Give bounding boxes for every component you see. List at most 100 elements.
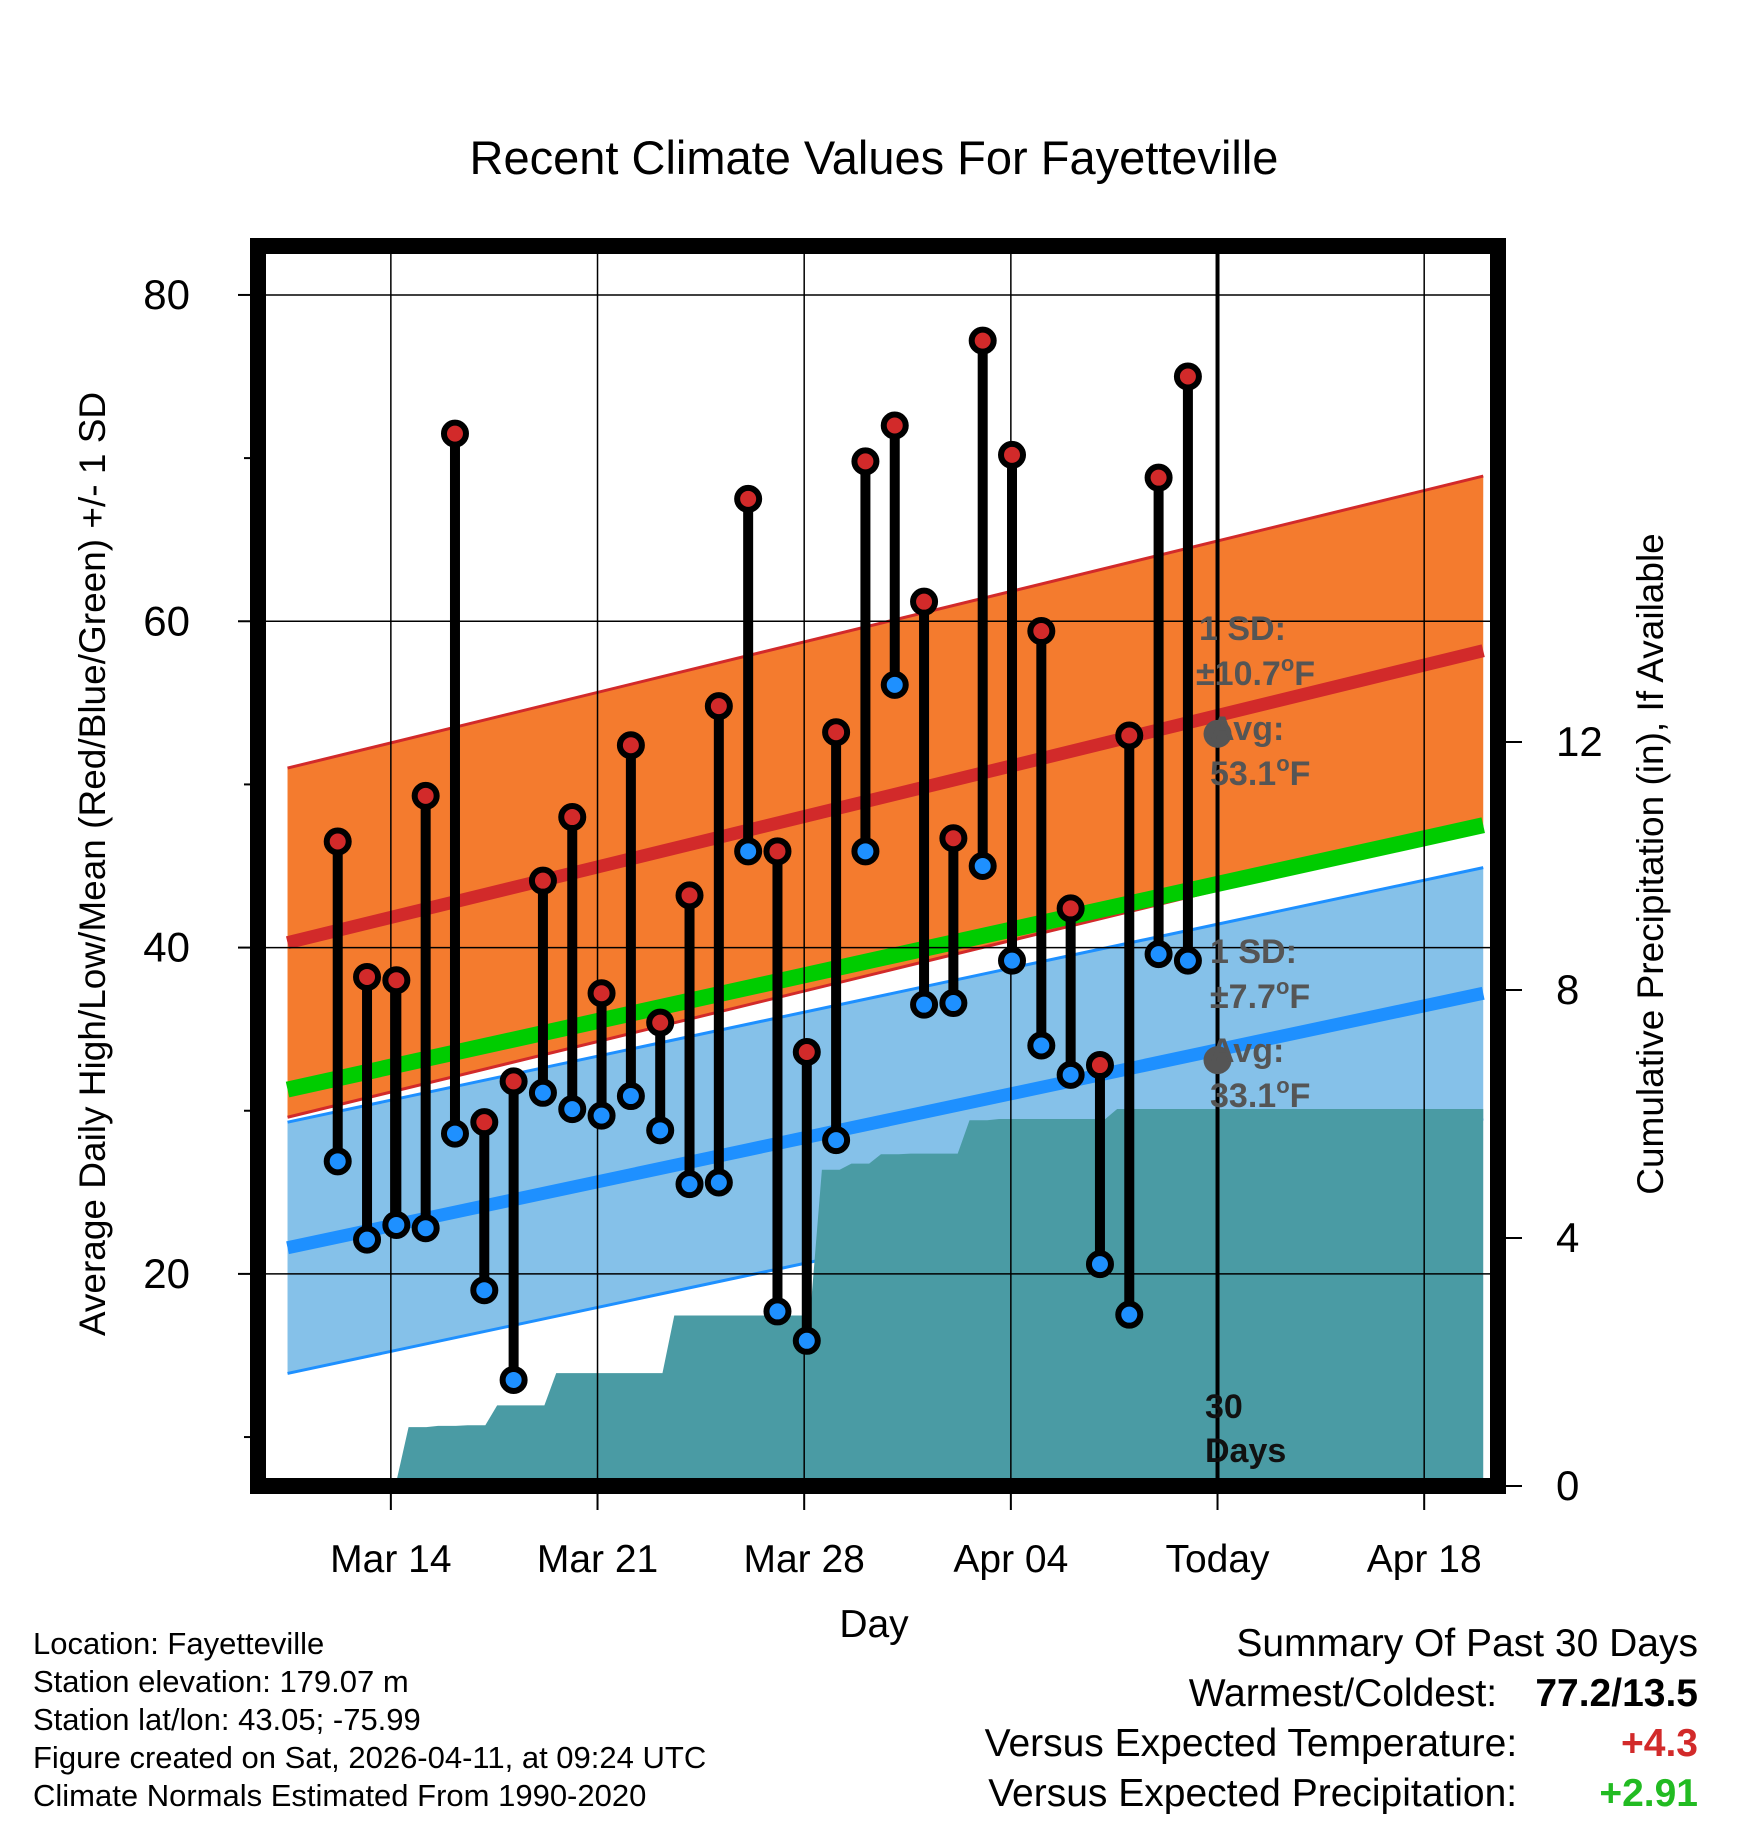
high-avg-number: 53.1 <box>1210 755 1276 793</box>
low-point <box>704 1168 733 1197</box>
low-point <box>734 837 763 866</box>
low-avg-number: 33.1 <box>1210 1077 1276 1115</box>
degree-symbol: o <box>1276 974 1289 999</box>
station-elevation: Station elevation: 179.07 m <box>33 1664 409 1699</box>
y2-tick-label: 4 <box>1556 1214 1579 1261</box>
climate-normals: Climate Normals Estimated From 1990-2020 <box>33 1778 647 1813</box>
y2-tick-label: 0 <box>1556 1462 1579 1509</box>
days-word: Days <box>1205 1432 1286 1470</box>
high-point <box>558 803 587 832</box>
low-point <box>470 1276 499 1305</box>
degree-symbol: o <box>1276 751 1289 776</box>
low-point <box>646 1116 675 1145</box>
chart-title: Recent Climate Values For Fayetteville <box>470 131 1279 184</box>
low-sd-label: 1 SD: <box>1210 933 1297 971</box>
high-point <box>528 866 557 895</box>
low-point <box>822 1126 851 1155</box>
y-tick-label: 60 <box>143 597 190 644</box>
high-point <box>792 1038 821 1066</box>
high-point <box>470 1108 499 1137</box>
unit-f: F <box>1290 755 1311 793</box>
high-point <box>382 966 411 995</box>
plot-frame <box>250 238 1506 1494</box>
station-location: Location: Fayetteville <box>33 1626 325 1661</box>
high-point <box>646 1008 675 1037</box>
high-point <box>1173 362 1202 391</box>
unit-f: F <box>1289 978 1310 1016</box>
precipitation-value: +2.91 <box>1599 1772 1698 1815</box>
low-point <box>1056 1060 1085 1089</box>
low-avg-value: 33.1oF <box>1210 1073 1310 1115</box>
low-point <box>880 670 909 699</box>
x-tick-label: Apr 18 <box>1367 1538 1482 1581</box>
temperature-row: Versus Expected Temperature: +4.3 <box>985 1722 1698 1766</box>
high-sd-label: 1 SD: <box>1199 610 1286 648</box>
high-point <box>880 411 909 440</box>
normal-high-line <box>285 644 1485 949</box>
low-point <box>499 1365 528 1394</box>
high-point <box>353 962 382 991</box>
today-avg-low-marker <box>1203 1046 1232 1075</box>
low-sd-number: ±7.7 <box>1210 978 1276 1016</box>
high-sd-number: ±10.7 <box>1196 655 1281 693</box>
high-avg-label: Avg: <box>1210 710 1284 748</box>
low-point <box>968 852 997 880</box>
x-tick-label: Apr 04 <box>953 1538 1068 1581</box>
high-point <box>1027 617 1056 646</box>
band-annotations: 1 SD: ±10.7oF Avg: 53.1oF 1 SD: ±7.7oF A… <box>1196 610 1315 1470</box>
low-band-upper-edge <box>287 866 1484 1124</box>
high-point <box>822 718 851 747</box>
low-point <box>998 946 1027 975</box>
high-point <box>616 731 645 760</box>
unit-f: F <box>1290 1077 1311 1115</box>
y2-axis-label: Cumulative Precipitation (in), If Availa… <box>1630 533 1671 1195</box>
low-point <box>587 1101 616 1130</box>
figure-created: Figure created on Sat, 2026-04-11, at 09… <box>33 1740 707 1775</box>
high-point <box>1144 463 1173 492</box>
low-point <box>382 1210 411 1239</box>
y2-tick-label: 12 <box>1556 718 1603 765</box>
high-sd-value: ±10.7oF <box>1196 651 1315 693</box>
high-point <box>968 326 997 355</box>
low-point <box>851 837 880 866</box>
axes: Mar 14 Mar 21 Mar 28 Apr 04 Today Apr 1820406… <box>143 271 1602 1581</box>
low-point <box>910 990 939 1019</box>
low-point <box>616 1082 645 1111</box>
low-point <box>1085 1250 1114 1279</box>
high-point <box>910 587 939 616</box>
high-point <box>1056 894 1085 923</box>
y2-tick-label: 8 <box>1556 966 1579 1013</box>
high-point <box>939 824 968 853</box>
high-avg-value: 53.1oF <box>1210 751 1310 793</box>
degree-symbol: o <box>1281 651 1294 676</box>
high-point <box>1085 1051 1114 1080</box>
summary-title: Summary Of Past 30 Days <box>1236 1622 1698 1665</box>
high-point <box>499 1067 528 1096</box>
unit-f: F <box>1294 655 1315 693</box>
warmest-coldest-row: Warmest/Coldest: 77.2/13.5 <box>985 1672 1698 1716</box>
low-point <box>675 1170 704 1199</box>
y-tick-label: 20 <box>143 1250 190 1297</box>
low-sd-value: ±7.7oF <box>1210 974 1310 1016</box>
x-tick-label: Mar 14 <box>330 1538 451 1581</box>
low-point <box>939 989 968 1018</box>
days-count: 30 <box>1205 1388 1243 1426</box>
today-avg-high-marker <box>1203 719 1232 748</box>
observations <box>323 326 1232 1394</box>
x-tick-label: Mar 28 <box>743 1538 864 1581</box>
y-tick-label: 80 <box>143 271 190 318</box>
precipitation-label: Versus Expected Precipitation: <box>988 1772 1518 1815</box>
low-point <box>323 1147 352 1176</box>
low-avg-label: Avg: <box>1210 1032 1284 1070</box>
high-point <box>998 440 1027 469</box>
temperature-label: Versus Expected Temperature: <box>984 1722 1518 1765</box>
warmest-coldest-value: 77.2/13.5 <box>1535 1672 1698 1715</box>
low-point <box>1115 1300 1144 1329</box>
high-point <box>704 692 733 721</box>
low-point <box>1144 940 1173 969</box>
warmest-coldest-label: Warmest/Coldest: <box>1188 1672 1498 1715</box>
precipitation-area <box>287 1109 1484 1486</box>
x-axis-label: Day <box>839 1603 909 1646</box>
x-tick-label: Mar 21 <box>537 1538 658 1581</box>
